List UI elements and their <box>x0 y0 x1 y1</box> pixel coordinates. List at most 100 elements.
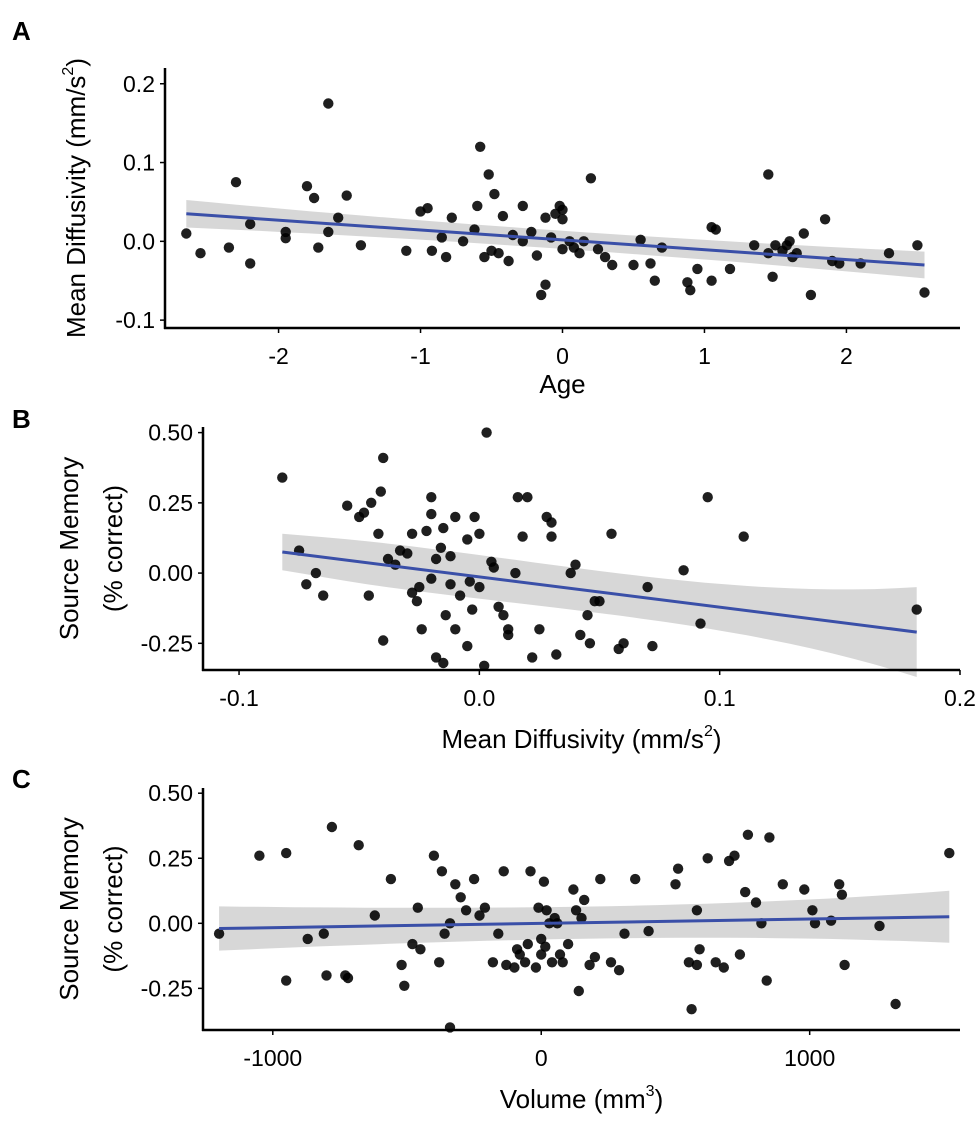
data-point <box>606 528 617 539</box>
data-point <box>573 985 584 997</box>
data-point <box>514 949 525 960</box>
data-point <box>487 957 499 968</box>
x-tick-label: 0.1 <box>704 685 736 711</box>
x-tick-label: -2 <box>268 343 288 369</box>
data-point <box>770 240 781 251</box>
data-point <box>498 866 509 877</box>
data-point <box>605 957 617 968</box>
data-point <box>313 242 324 253</box>
data-point <box>594 596 605 607</box>
data-point <box>308 192 320 204</box>
y-tick-label: 0.2 <box>123 71 155 97</box>
data-point <box>474 910 485 921</box>
data-point <box>834 879 845 890</box>
data-point <box>522 492 533 503</box>
data-point <box>493 601 504 612</box>
data-point <box>382 553 394 565</box>
data-point <box>825 915 837 926</box>
data-point <box>481 427 492 438</box>
data-point <box>540 279 551 290</box>
x-tick-label: 0.2 <box>944 685 975 711</box>
data-point <box>430 652 442 663</box>
data-point <box>526 226 537 238</box>
data-point <box>579 894 590 906</box>
data-point <box>438 522 449 534</box>
data-point <box>301 181 313 192</box>
data-point <box>416 624 427 635</box>
data-point <box>557 957 568 968</box>
data-point <box>683 957 695 968</box>
x-axis-title: Mean Diffusivity (mm/s2) <box>441 723 721 754</box>
data-point <box>592 244 604 255</box>
data-point <box>323 98 334 109</box>
data-point <box>589 951 601 963</box>
data-point <box>584 959 595 971</box>
data-point <box>341 190 352 201</box>
data-point <box>944 847 955 859</box>
data-point <box>836 889 848 900</box>
data-point <box>436 866 448 877</box>
data-point <box>353 840 364 851</box>
panel-label-a: A <box>12 16 31 46</box>
data-point <box>355 240 367 251</box>
y-tick-label: 0.00 <box>148 910 193 936</box>
data-point <box>375 486 386 497</box>
data-point <box>767 271 778 282</box>
data-point <box>702 492 713 503</box>
data-point <box>245 258 256 269</box>
data-point <box>645 258 656 269</box>
data-point <box>706 275 717 286</box>
data-point <box>378 452 389 464</box>
data-point <box>445 551 456 562</box>
data-point <box>643 925 654 937</box>
data-point <box>686 1004 697 1015</box>
data-point <box>912 240 923 251</box>
data-point <box>474 528 485 539</box>
panel-b: B -0.25 0.00 0.25 0.50 -0.1 0.0 0.1 0.2 Mean Dif… <box>12 404 975 754</box>
data-point <box>479 251 490 263</box>
data-point <box>302 933 313 945</box>
data-point <box>318 928 329 939</box>
data-point <box>585 173 597 184</box>
data-point <box>422 203 433 214</box>
y-tick-label: 0.00 <box>148 560 193 586</box>
data-point <box>406 587 418 598</box>
data-point <box>462 640 473 652</box>
x-tick-label: -1000 <box>243 1045 302 1071</box>
y-tick-label: 0.50 <box>148 420 193 446</box>
data-point <box>462 534 473 545</box>
data-point <box>468 873 480 885</box>
data-point <box>883 248 895 259</box>
data-point <box>479 902 491 913</box>
data-point <box>421 525 432 537</box>
data-point <box>538 876 550 887</box>
y-tick-label: -0.1 <box>115 307 155 333</box>
data-point <box>414 581 425 593</box>
data-point <box>497 210 509 222</box>
y-axis-title-line2: (% correct) <box>98 845 128 972</box>
data-point <box>512 492 523 503</box>
data-point <box>457 236 469 247</box>
data-point <box>630 873 641 885</box>
data-point <box>557 244 568 255</box>
data-point <box>613 965 625 976</box>
data-point <box>554 949 566 960</box>
data-point <box>568 884 579 895</box>
data-point <box>761 975 772 986</box>
data-point <box>546 517 557 528</box>
data-point <box>498 610 509 621</box>
data-point <box>522 938 533 950</box>
data-point <box>503 629 514 641</box>
data-point <box>426 245 438 256</box>
data-point <box>426 573 437 584</box>
plot-b: -0.25 0.00 0.25 0.50 -0.1 0.0 0.1 0.2 Mean Diffu… <box>54 420 975 754</box>
y-tick-label: 0.25 <box>148 845 193 871</box>
data-point <box>557 214 568 225</box>
panel-label-b: B <box>12 404 31 434</box>
data-point <box>366 497 377 508</box>
data-point <box>493 928 504 939</box>
data-point <box>195 248 206 259</box>
data-point <box>280 233 291 244</box>
data-point <box>245 218 256 230</box>
data-point <box>525 866 536 877</box>
